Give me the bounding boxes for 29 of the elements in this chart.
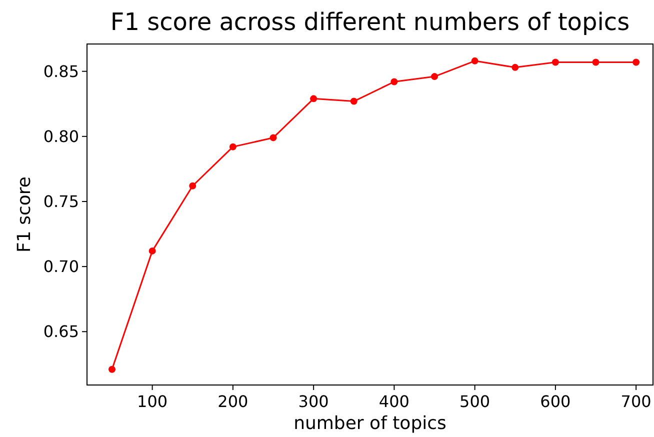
point bbox=[148, 247, 156, 254]
x-tick-label: 300 bbox=[298, 392, 329, 411]
y-tick-label: 0.70 bbox=[43, 257, 79, 276]
x-tick-label: 100 bbox=[137, 392, 168, 411]
x-tick-label: 600 bbox=[540, 392, 571, 411]
point bbox=[431, 73, 438, 80]
point bbox=[108, 366, 116, 373]
chart-title: F1 score across different numbers of topics bbox=[110, 8, 630, 36]
point bbox=[350, 98, 358, 105]
point bbox=[552, 58, 559, 66]
point bbox=[270, 134, 277, 142]
x-tick-label: 400 bbox=[378, 392, 410, 411]
y-axis-title: F1 score bbox=[14, 176, 35, 252]
point bbox=[229, 143, 236, 150]
x-tick-label: 500 bbox=[460, 392, 490, 411]
y-tick-label: 0.85 bbox=[43, 62, 79, 81]
point bbox=[310, 95, 318, 102]
x-tick-label: 200 bbox=[218, 392, 248, 411]
y-tick-label: 0.75 bbox=[43, 192, 79, 212]
point bbox=[390, 78, 398, 86]
point bbox=[632, 58, 640, 66]
point bbox=[189, 182, 196, 190]
point bbox=[592, 58, 600, 66]
x-tick-label: 700 bbox=[620, 392, 652, 411]
point bbox=[512, 64, 519, 71]
y-tick-label: 0.65 bbox=[43, 322, 79, 342]
y-tick-label: 0.80 bbox=[43, 127, 79, 146]
x-axis-title: number of topics bbox=[294, 413, 446, 434]
point bbox=[471, 57, 478, 64]
